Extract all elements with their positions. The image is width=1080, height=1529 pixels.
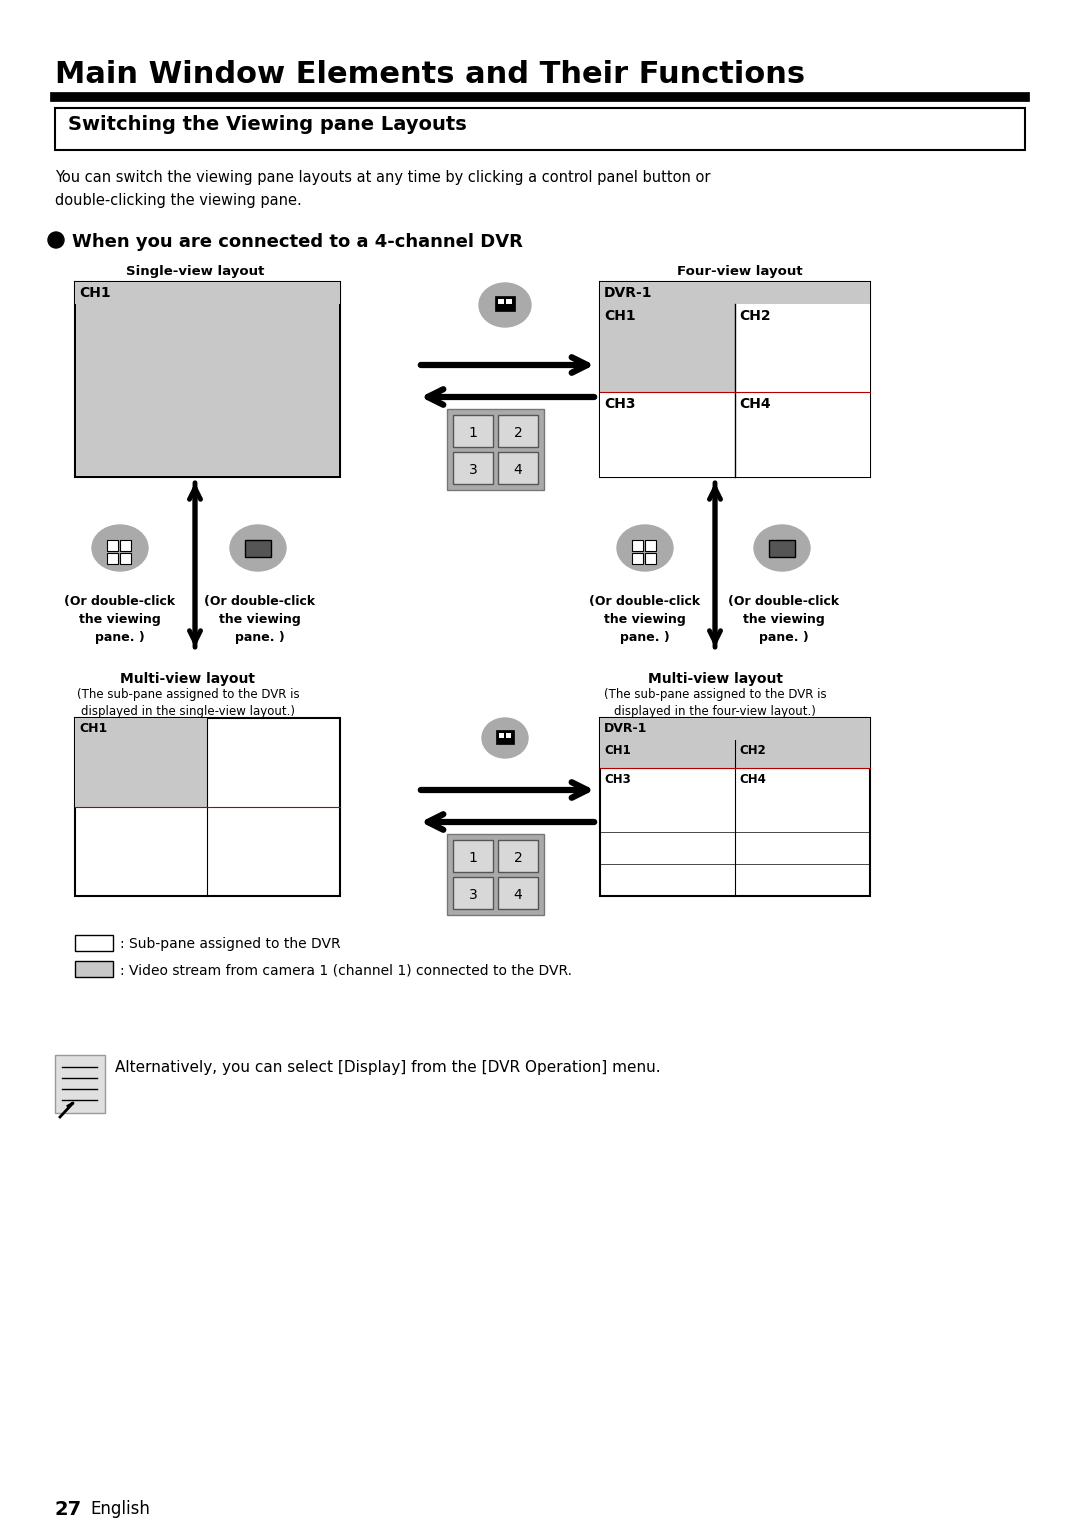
- Text: : Video stream from camera 1 (channel 1) connected to the DVR.: : Video stream from camera 1 (channel 1)…: [120, 963, 572, 977]
- Bar: [245, 540, 271, 557]
- Text: Multi-view layout: Multi-view layout: [121, 673, 256, 687]
- Text: English: English: [90, 1500, 150, 1518]
- Text: Multi-view layout: Multi-view layout: [648, 673, 783, 687]
- Text: CH1: CH1: [604, 745, 631, 757]
- Bar: [75, 740, 207, 807]
- Bar: [498, 414, 538, 446]
- Text: 3: 3: [469, 888, 477, 902]
- Text: CH3: CH3: [604, 398, 635, 411]
- Bar: [75, 281, 340, 477]
- Bar: [75, 281, 340, 304]
- Bar: [76, 304, 339, 476]
- Bar: [600, 281, 870, 304]
- Text: Alternatively, you can select [Display] from the [DVR Operation] menu.: Alternatively, you can select [Display] …: [114, 1060, 661, 1075]
- Bar: [498, 453, 538, 485]
- Text: CH2: CH2: [739, 745, 766, 757]
- Text: 1: 1: [469, 852, 477, 865]
- Text: CH4: CH4: [739, 774, 766, 786]
- Text: Main Window Elements and Their Functions: Main Window Elements and Their Functions: [55, 60, 805, 89]
- Bar: [496, 729, 514, 745]
- Bar: [735, 740, 870, 768]
- Bar: [447, 408, 544, 489]
- Ellipse shape: [754, 524, 810, 570]
- Text: When you are connected to a 4-channel DVR: When you are connected to a 4-channel DV…: [72, 232, 523, 251]
- Bar: [453, 839, 492, 872]
- Ellipse shape: [230, 524, 286, 570]
- Bar: [507, 300, 512, 304]
- Text: 4: 4: [514, 888, 523, 902]
- Bar: [769, 540, 795, 557]
- Text: 4: 4: [514, 463, 523, 477]
- Bar: [600, 391, 735, 477]
- Bar: [447, 833, 544, 914]
- Ellipse shape: [617, 524, 673, 570]
- Text: CH1: CH1: [79, 722, 107, 735]
- Bar: [75, 719, 207, 740]
- Text: (The sub-pane assigned to the DVR is
displayed in the four-view layout.): (The sub-pane assigned to the DVR is dis…: [604, 688, 826, 719]
- Bar: [107, 553, 118, 564]
- Bar: [645, 540, 656, 550]
- Text: 1: 1: [469, 427, 477, 440]
- Text: (Or double-click
the viewing
pane. ): (Or double-click the viewing pane. ): [65, 595, 176, 644]
- Ellipse shape: [482, 719, 528, 758]
- Bar: [498, 839, 538, 872]
- Bar: [498, 300, 504, 304]
- Bar: [507, 732, 511, 739]
- Bar: [498, 878, 538, 910]
- Bar: [453, 878, 492, 910]
- Bar: [55, 1055, 105, 1113]
- Text: (Or double-click
the viewing
pane. ): (Or double-click the viewing pane. ): [204, 595, 315, 644]
- Bar: [75, 936, 113, 951]
- Bar: [107, 540, 118, 550]
- Text: : Sub-pane assigned to the DVR: : Sub-pane assigned to the DVR: [120, 937, 340, 951]
- Bar: [600, 719, 870, 740]
- Bar: [499, 732, 504, 739]
- Text: CH4: CH4: [739, 398, 771, 411]
- Bar: [600, 304, 735, 391]
- Bar: [120, 540, 131, 550]
- Bar: [735, 391, 870, 477]
- Bar: [645, 553, 656, 564]
- Bar: [600, 281, 870, 477]
- Bar: [75, 962, 113, 977]
- Circle shape: [48, 232, 64, 248]
- Text: Four-view layout: Four-view layout: [677, 265, 802, 278]
- Text: 27: 27: [55, 1500, 82, 1518]
- Text: CH2: CH2: [739, 309, 771, 323]
- Bar: [453, 414, 492, 446]
- Bar: [632, 553, 643, 564]
- Text: 3: 3: [469, 463, 477, 477]
- Text: DVR-1: DVR-1: [604, 722, 647, 735]
- Text: Single-view layout: Single-view layout: [125, 265, 265, 278]
- Text: (Or double-click
the viewing
pane. ): (Or double-click the viewing pane. ): [728, 595, 839, 644]
- Ellipse shape: [480, 283, 531, 327]
- Text: CH1: CH1: [79, 286, 110, 300]
- Bar: [600, 740, 735, 768]
- Text: CH3: CH3: [604, 774, 631, 786]
- Bar: [495, 297, 515, 310]
- Bar: [735, 304, 870, 391]
- Text: 2: 2: [514, 427, 523, 440]
- Text: (The sub-pane assigned to the DVR is
displayed in the single-view layout.): (The sub-pane assigned to the DVR is dis…: [77, 688, 299, 719]
- Text: (Or double-click
the viewing
pane. ): (Or double-click the viewing pane. ): [590, 595, 701, 644]
- Bar: [55, 109, 1025, 150]
- Text: You can switch the viewing pane layouts at any time by clicking a control panel : You can switch the viewing pane layouts …: [55, 170, 711, 208]
- Bar: [600, 719, 870, 896]
- Bar: [453, 453, 492, 485]
- Ellipse shape: [92, 524, 148, 570]
- Bar: [632, 540, 643, 550]
- Bar: [75, 719, 340, 896]
- Text: 2: 2: [514, 852, 523, 865]
- Text: Switching the Viewing pane Layouts: Switching the Viewing pane Layouts: [68, 115, 467, 135]
- Bar: [120, 553, 131, 564]
- Text: DVR-1: DVR-1: [604, 286, 652, 300]
- Text: CH1: CH1: [604, 309, 636, 323]
